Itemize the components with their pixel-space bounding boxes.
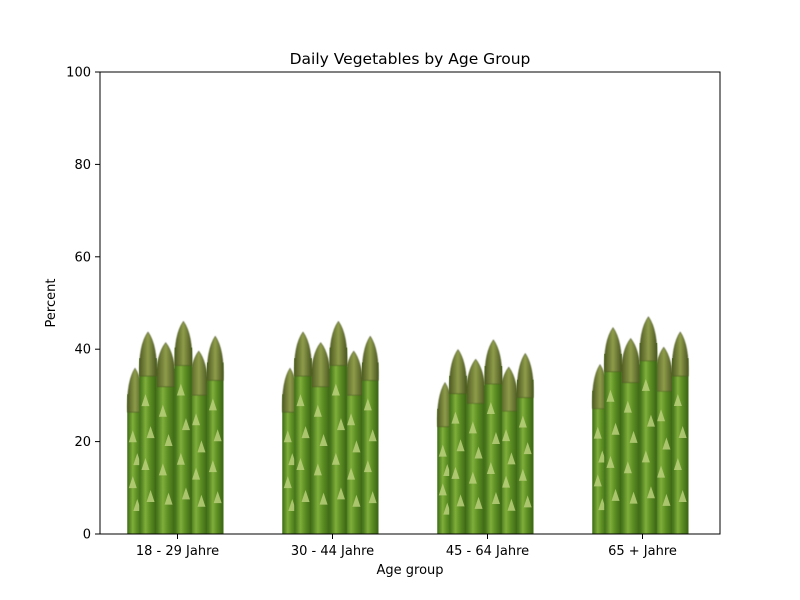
bar [592,316,689,535]
bar [282,320,379,535]
bar [437,339,534,535]
x-axis-title: Age group [376,563,443,578]
y-axis-title: Percent [44,279,59,328]
x-tick-label: 30 - 44 Jahre [291,544,374,559]
x-axis: 18 - 29 Jahre 30 - 44 Jahre 45 - 64 Jahre 6… [136,534,677,559]
bar [127,320,224,535]
chart-title: Daily Vegetables by Age Group [290,50,531,68]
y-tick-label: 0 [83,528,91,543]
y-tick-label: 100 [66,66,91,81]
y-tick-label: 80 [74,158,91,173]
bars-group [127,316,689,535]
y-tick-label: 20 [74,435,91,450]
plot-frame [99,71,721,535]
x-tick-label: 18 - 29 Jahre [136,544,219,559]
y-tick-label: 40 [74,343,91,358]
y-tick-label: 60 [74,250,91,265]
y-axis: 0 20 40 60 80 100 [66,66,100,543]
x-tick-label: 45 - 64 Jahre [446,544,529,559]
x-tick-label: 65 + Jahre [608,544,677,559]
